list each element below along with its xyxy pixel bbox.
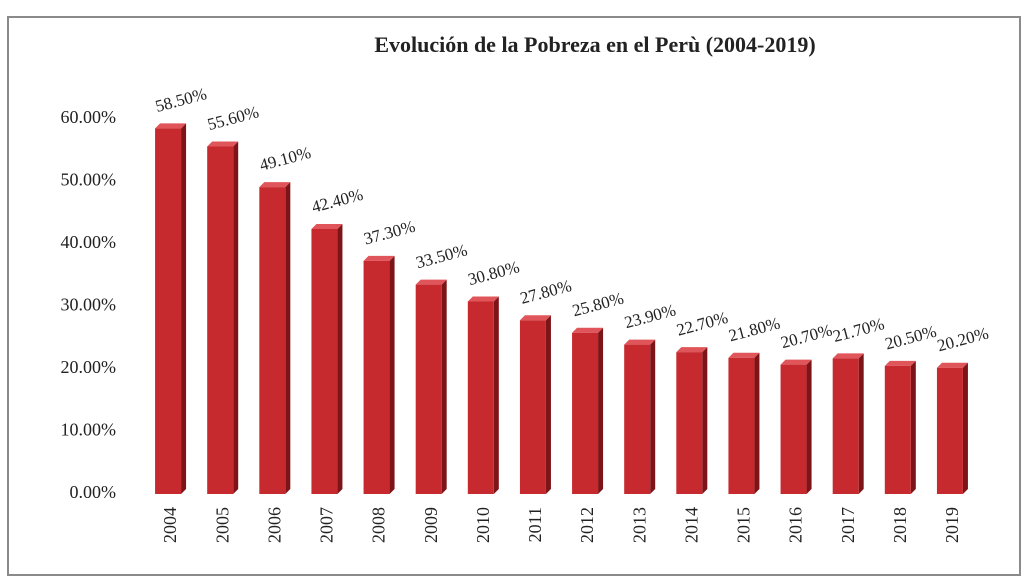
x-tick-label: 2017: [838, 507, 858, 543]
bar-top: [259, 182, 291, 188]
x-tick-label: 2016: [786, 507, 806, 543]
x-tick-label: 2018: [890, 507, 910, 543]
x-tick-label: 2019: [942, 507, 962, 543]
bar-top: [363, 255, 395, 261]
bar-side: [650, 339, 656, 494]
x-tick-label: 2011: [525, 507, 545, 542]
bar: [207, 146, 234, 494]
bar-side: [181, 123, 187, 494]
bar-side: [858, 353, 864, 494]
bar: [415, 284, 442, 494]
bar-side: [285, 182, 291, 494]
bar-top: [519, 315, 551, 321]
y-tick-label: 30.00%: [61, 295, 117, 315]
bar: [572, 332, 599, 494]
bar-top: [572, 327, 604, 333]
bar-top: [624, 339, 656, 345]
bar: [624, 344, 651, 494]
bar-side: [754, 352, 760, 494]
x-tick-label: 2015: [734, 507, 754, 543]
bar-side: [962, 362, 968, 494]
bar: [936, 367, 963, 494]
bar: [519, 320, 546, 494]
y-tick-label: 40.00%: [61, 232, 117, 252]
bar-top: [676, 347, 708, 353]
bar-side: [545, 315, 551, 494]
bar-top: [467, 296, 499, 302]
x-tick-label: 2010: [473, 507, 493, 543]
bar: [311, 229, 338, 494]
x-tick-label: 2009: [421, 507, 441, 543]
bar-side: [702, 347, 708, 494]
bar-top: [155, 123, 187, 129]
bar-side: [598, 327, 604, 494]
bar-top: [780, 359, 812, 365]
x-tick-label: 2005: [212, 507, 232, 543]
x-tick-label: 2014: [681, 507, 701, 543]
bar: [728, 357, 755, 494]
x-tick-label: 2013: [629, 507, 649, 543]
bar-side: [493, 296, 499, 494]
x-tick-label: 2008: [369, 507, 389, 543]
y-tick-label: 20.00%: [61, 357, 117, 377]
bar: [155, 128, 182, 494]
bar-side: [441, 279, 447, 494]
y-tick-label: 60.00%: [61, 107, 117, 127]
bar-top: [832, 353, 864, 359]
bar: [467, 301, 494, 494]
y-tick-label: 50.00%: [61, 170, 117, 190]
y-tick-label: 0.00%: [70, 482, 117, 502]
x-tick-label: 2006: [264, 507, 284, 543]
bar: [363, 260, 390, 494]
bar-top: [728, 352, 760, 358]
bar: [832, 358, 859, 494]
bar-top: [936, 362, 968, 368]
bar-side: [389, 255, 395, 494]
x-tick-label: 2012: [577, 507, 597, 543]
bar: [676, 352, 703, 494]
x-tick-label: 2004: [160, 507, 180, 543]
y-tick-label: 10.00%: [61, 420, 117, 440]
bar-side: [337, 224, 343, 494]
bar-side: [910, 360, 916, 494]
chart-title: Evolución de la Pobreza en el Perù (2004…: [374, 32, 815, 57]
bar: [884, 365, 911, 494]
bar: [780, 364, 807, 494]
bar-side: [233, 141, 239, 494]
bar-top: [311, 224, 343, 229]
bar: [259, 187, 286, 494]
bar-top: [884, 360, 916, 366]
x-tick-label: 2007: [317, 507, 337, 543]
bar-top: [207, 141, 239, 147]
bar-side: [806, 359, 812, 494]
bar-top: [415, 279, 447, 285]
